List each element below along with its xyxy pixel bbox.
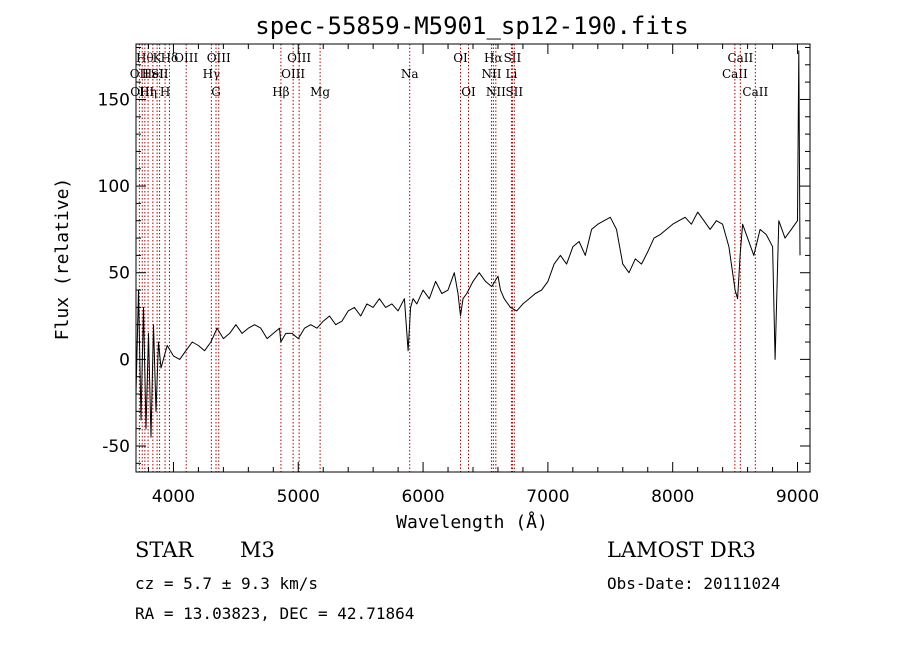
line-label-0: OII <box>130 67 150 81</box>
chart-title: spec-55859-M5901_sp12-190.fits <box>255 12 688 40</box>
y-axis: -50 0 50 100 150 <box>98 46 810 464</box>
redshift-value: cz = 5.7 ± 9.3 km/s <box>135 574 319 593</box>
line-label-17: Na <box>401 67 419 81</box>
coordinates: RA = 13.03823, DEC = 42.71864 <box>135 604 415 623</box>
survey-name: LAMOST DR3 <box>607 538 756 562</box>
line-label-20: NII <box>481 67 501 81</box>
line-label-16: Mg <box>310 85 330 99</box>
series-layer <box>135 50 801 438</box>
x-tick-label-0: 4000 <box>152 487 195 507</box>
plot-frame <box>135 43 811 473</box>
line-label-11: G <box>211 85 221 99</box>
x-tick-label-3: 7000 <box>526 487 569 507</box>
line-label-23: Li <box>506 67 518 81</box>
line-label-8: Hδ <box>161 51 179 65</box>
spectral-line-markers: OIIOIIIHθHηHeIKSIIHHδOIIIHγGOIIIHβOIIIOI… <box>130 44 768 472</box>
line-label-18: OI <box>453 51 468 65</box>
x-tick-label-1: 5000 <box>277 487 320 507</box>
line-label-22: NII <box>486 85 506 99</box>
line-label-15: OIII <box>287 51 311 65</box>
object-subclass: M3 <box>240 538 275 562</box>
line-label-26: CaII <box>722 67 748 81</box>
line-label-4: HeI <box>142 67 165 81</box>
series-spectrum <box>135 50 801 438</box>
object-type: STAR <box>135 538 194 562</box>
line-label-19: OI <box>461 85 476 99</box>
line-label-14: OIII <box>281 67 305 81</box>
line-label-7: H <box>160 85 170 99</box>
x-tick-label-4: 8000 <box>651 487 694 507</box>
y-tick-label-4: 150 <box>98 90 130 110</box>
x-tick-label-2: 6000 <box>401 487 444 507</box>
line-label-13: Hβ <box>272 85 289 99</box>
line-label-2: Hθ <box>136 51 154 65</box>
x-tick-label-5: 9000 <box>776 487 819 507</box>
y-axis-label: Flux (relative) <box>52 178 73 341</box>
line-label-9: OIII <box>174 51 198 65</box>
line-label-10: Hγ <box>203 67 221 81</box>
x-axis: 4000 5000 6000 7000 8000 9000 <box>147 44 819 507</box>
line-label-6: SII <box>151 67 169 81</box>
y-tick-label-1: 0 <box>119 350 130 370</box>
y-tick-label-2: 50 <box>108 264 130 284</box>
y-tick-label-3: 100 <box>98 177 130 197</box>
line-label-25: SII <box>505 85 523 99</box>
line-label-27: CaII <box>727 51 753 65</box>
line-label-5: K <box>153 51 163 65</box>
line-label-28: CaII <box>742 85 768 99</box>
line-label-12: OIII <box>207 51 231 65</box>
y-tick-label-0: -50 <box>102 437 130 457</box>
line-label-21: Hα <box>484 51 503 65</box>
x-axis-label: Wavelength (Å) <box>396 511 548 533</box>
line-label-24: SII <box>504 51 522 65</box>
line-label-3: Hη <box>139 85 157 99</box>
observation-date: Obs-Date: 20111024 <box>607 574 781 593</box>
